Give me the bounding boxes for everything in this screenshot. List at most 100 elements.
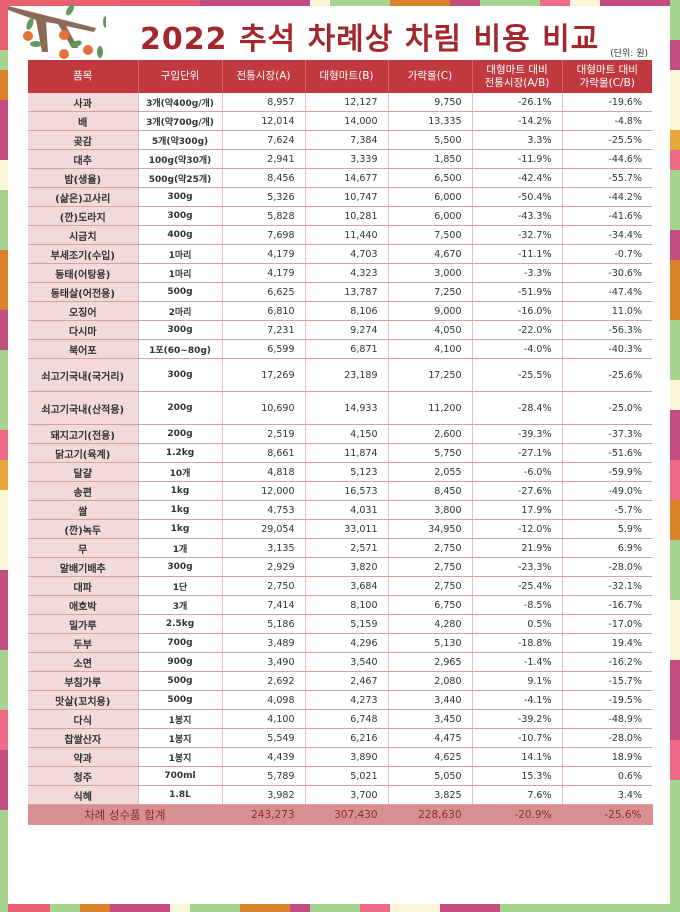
cell-ratio-ab: -39.2%: [472, 709, 563, 729]
cell-large-mart: 3,890: [305, 747, 389, 767]
cell-ratio-cb: -28.0%: [562, 728, 652, 748]
table-row: 두부 700g 3,489 4,296 5,130 -18.8% 19.4%: [28, 633, 652, 653]
cell-ratio-ab: -42.4%: [472, 168, 563, 188]
cell-traditional-market: 3,490: [222, 652, 306, 672]
cell-large-mart: 4,150: [305, 424, 389, 444]
table-header-row: 품목 구입단위 전통시장(A) 대형마트(B) 가락몰(C) 대형마트 대비 전통시장(A…: [28, 60, 652, 93]
cell-large-mart: 16,573: [305, 481, 389, 501]
cell-unit: 2마리: [138, 301, 223, 321]
cell-ratio-cb: 18.9%: [562, 747, 652, 767]
cell-traditional-market: 4,818: [222, 462, 306, 482]
cell-traditional-market: 17,269: [222, 358, 306, 392]
cell-garak-mall: 5,500: [388, 130, 473, 150]
cell-traditional-market: 12,014: [222, 111, 306, 131]
cell-ratio-cb: -59.9%: [562, 462, 652, 482]
table-row: 밤(생율) 500g(약25개) 8,456 14,677 6,500 -42.4% -55…: [28, 168, 652, 188]
cell-item: 곶감: [28, 130, 139, 150]
cell-unit: 1kg: [138, 481, 223, 501]
cell-ratio-cb: 0.6%: [562, 766, 652, 786]
cell-ratio-cb: -5.7%: [562, 500, 652, 520]
cell-garak-mall: 4,670: [388, 244, 473, 264]
cell-item: 청주: [28, 766, 139, 786]
cell-garak-mall: 3,000: [388, 263, 473, 283]
cell-ratio-cb: -47.4%: [562, 282, 652, 302]
cell-item: 쌀: [28, 500, 139, 520]
cell-unit: 1.2kg: [138, 443, 223, 463]
cell-unit: 1개: [138, 538, 223, 558]
table-row: 송편 1kg 12,000 16,573 8,450 -27.6% -49.0%: [28, 481, 652, 501]
cell-item: 찹쌀산자: [28, 728, 139, 748]
cell-ratio-ab: -18.8%: [472, 633, 563, 653]
cell-large-mart: 14,000: [305, 111, 389, 131]
table-body: 사과 3개(약400g/개) 8,957 12,127 9,750 -26.1% -19.6…: [28, 93, 653, 825]
total-ratio-ab: -20.9%: [472, 804, 563, 825]
cell-ratio-ab: 0.5%: [472, 614, 563, 634]
cell-ratio-ab: 9.1%: [472, 671, 563, 691]
cell-ratio-cb: -25.0%: [562, 391, 652, 425]
cell-item: 밀가루: [28, 614, 139, 634]
table-row: 사과 3개(약400g/개) 8,957 12,127 9,750 -26.1% -19.6…: [28, 93, 652, 112]
cell-large-mart: 4,323: [305, 263, 389, 283]
cell-garak-mall: 7,250: [388, 282, 473, 302]
cell-unit: 500g: [138, 282, 223, 302]
table-row: 무 1개 3,135 2,571 2,750 21.9% 6.9%: [28, 538, 652, 558]
cell-ratio-ab: 15.3%: [472, 766, 563, 786]
cell-ratio-cb: -37.3%: [562, 424, 652, 444]
cell-garak-mall: 13,335: [388, 111, 473, 131]
total-large-mart: 307,430: [305, 804, 389, 825]
cell-unit: 1봉지: [138, 728, 223, 748]
cell-traditional-market: 6,810: [222, 301, 306, 321]
cell-ratio-cb: -19.5%: [562, 690, 652, 710]
cell-unit: 1포(60~80g): [138, 339, 223, 359]
cell-item: 돼지고기(전용): [28, 424, 139, 444]
cell-garak-mall: 4,625: [388, 747, 473, 767]
cell-ratio-ab: 17.9%: [472, 500, 563, 520]
cell-garak-mall: 4,050: [388, 320, 473, 340]
cell-large-mart: 5,159: [305, 614, 389, 634]
cell-unit: 1마리: [138, 244, 223, 264]
cell-traditional-market: 2,929: [222, 557, 306, 577]
header-item: 품목: [28, 60, 139, 93]
cell-item: 사과: [28, 93, 139, 112]
cell-ratio-cb: 5.9%: [562, 519, 652, 539]
cell-unit: 500g: [138, 690, 223, 710]
cell-ratio-cb: -16.7%: [562, 595, 652, 615]
table-row: 배 3개(약700g/개) 12,014 14,000 13,335 -14.2% -4.8…: [28, 111, 652, 131]
cell-garak-mall: 1,850: [388, 149, 473, 169]
cell-garak-mall: 6,500: [388, 168, 473, 188]
cell-unit: 900g: [138, 652, 223, 672]
cell-traditional-market: 4,439: [222, 747, 306, 767]
cell-unit: 10개: [138, 462, 223, 482]
cell-ratio-cb: -55.7%: [562, 168, 652, 188]
cell-unit: 1kg: [138, 519, 223, 539]
cell-unit: 500g: [138, 671, 223, 691]
cell-garak-mall: 3,450: [388, 709, 473, 729]
cell-ratio-ab: -32.7%: [472, 225, 563, 245]
cell-ratio-ab: 14.1%: [472, 747, 563, 767]
table-row: 다시마 300g 7,231 9,274 4,050 -22.0% -56.3%: [28, 320, 652, 340]
cell-item: 부세조기(수입): [28, 244, 139, 264]
cell-large-mart: 14,933: [305, 391, 389, 425]
cell-item: 오징어: [28, 301, 139, 321]
header-large-mart: 대형마트(B): [305, 60, 389, 93]
cell-unit: 300g: [138, 187, 223, 207]
cell-ratio-ab: -25.4%: [472, 576, 563, 596]
cell-large-mart: 9,274: [305, 320, 389, 340]
total-label: 차례 성수품 합계: [28, 804, 223, 825]
cell-large-mart: 4,273: [305, 690, 389, 710]
cell-large-mart: 6,216: [305, 728, 389, 748]
price-comparison-table: 품목 구입단위 전통시장(A) 대형마트(B) 가락몰(C) 대형마트 대비 전통시장(A…: [28, 60, 653, 825]
cell-garak-mall: 9,750: [388, 93, 473, 112]
cell-item: 배: [28, 111, 139, 131]
header-ratio-cb: 대형마트 대비 가락몰(C/B): [562, 60, 652, 93]
table-row: 애호박 3개 7,414 8,100 6,750 -8.5% -16.7%: [28, 595, 652, 615]
cell-ratio-ab: -8.5%: [472, 595, 563, 615]
cell-ratio-ab: -14.2%: [472, 111, 563, 131]
cell-unit: 300g: [138, 206, 223, 226]
cell-traditional-market: 5,186: [222, 614, 306, 634]
cell-large-mart: 8,100: [305, 595, 389, 615]
cell-ratio-ab: -1.4%: [472, 652, 563, 672]
table-row: 청주 700ml 5,789 5,021 5,050 15.3% 0.6%: [28, 766, 652, 786]
cell-garak-mall: 9,000: [388, 301, 473, 321]
